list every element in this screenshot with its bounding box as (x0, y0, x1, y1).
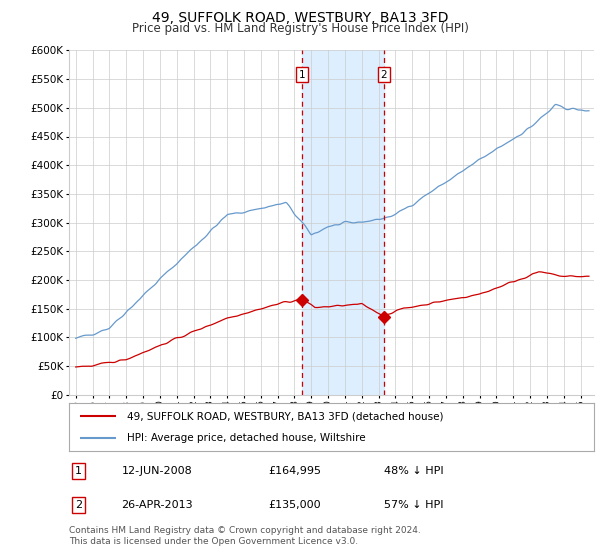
Text: 1: 1 (299, 69, 305, 80)
Text: £135,000: £135,000 (269, 500, 321, 510)
Text: 2: 2 (380, 69, 388, 80)
Text: 49, SUFFOLK ROAD, WESTBURY, BA13 3FD (detached house): 49, SUFFOLK ROAD, WESTBURY, BA13 3FD (de… (127, 411, 443, 421)
Text: 26-APR-2013: 26-APR-2013 (121, 500, 193, 510)
Text: 2: 2 (75, 500, 82, 510)
Text: HPI: Average price, detached house, Wiltshire: HPI: Average price, detached house, Wilt… (127, 433, 365, 443)
Text: 1: 1 (75, 466, 82, 476)
Text: £164,995: £164,995 (269, 466, 322, 476)
Text: Contains HM Land Registry data © Crown copyright and database right 2024.
This d: Contains HM Land Registry data © Crown c… (69, 526, 421, 546)
Bar (302, 50, 384, 395)
Text: 12-JUN-2008: 12-JUN-2008 (121, 466, 192, 476)
Text: Price paid vs. HM Land Registry's House Price Index (HPI): Price paid vs. HM Land Registry's House … (131, 22, 469, 35)
Text: 49, SUFFOLK ROAD, WESTBURY, BA13 3FD: 49, SUFFOLK ROAD, WESTBURY, BA13 3FD (152, 11, 448, 25)
Text: 48% ↓ HPI: 48% ↓ HPI (384, 466, 443, 476)
Text: 57% ↓ HPI: 57% ↓ HPI (384, 500, 443, 510)
